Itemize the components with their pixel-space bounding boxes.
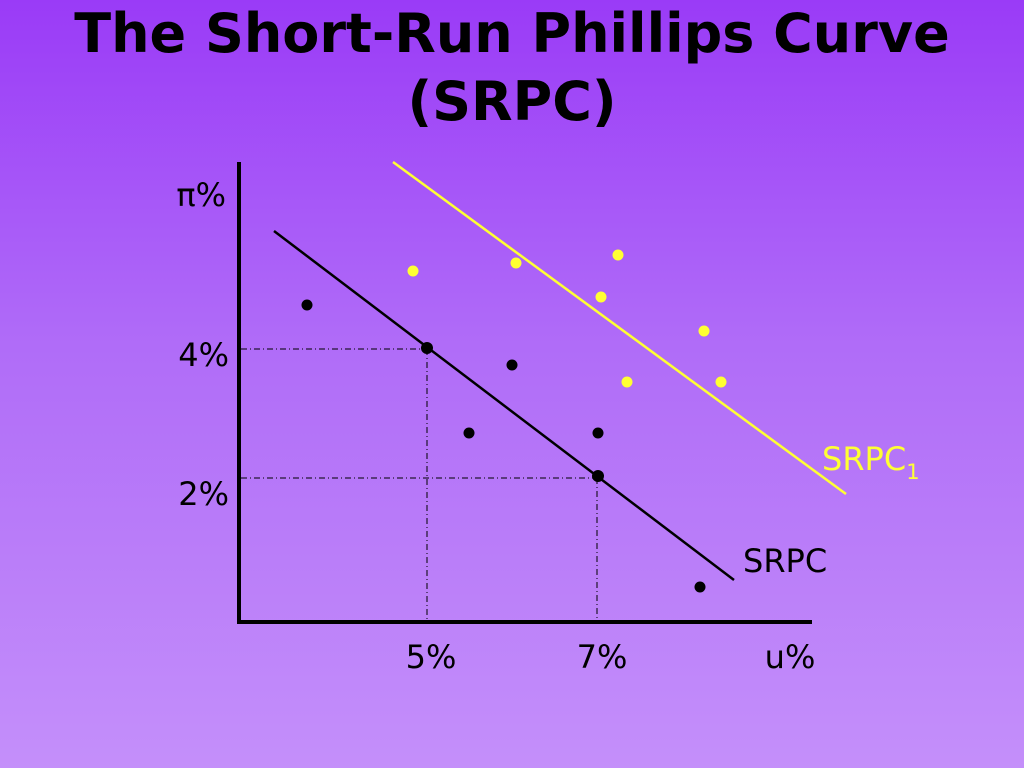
- srpc-points: [301, 299, 706, 593]
- srpc-point: [463, 427, 475, 439]
- y-axis-label: π%: [176, 176, 226, 214]
- srpc1-curve: [392, 160, 847, 496]
- srpc1-label-subscript: 1: [906, 460, 919, 484]
- srpc1-label: SRPC1: [822, 440, 920, 484]
- y-tick-4pct: 4%: [178, 336, 229, 374]
- srpc1-point: [595, 291, 607, 303]
- srpc1-point: [407, 265, 419, 277]
- srpc1-point: [510, 257, 522, 269]
- title-line-2: (SRPC): [407, 70, 617, 133]
- srpc-point: [421, 342, 433, 354]
- srpc-point: [506, 359, 518, 371]
- x-axis-label: u%: [765, 638, 816, 676]
- guide-lines: [241, 348, 598, 622]
- srpc-point: [592, 427, 604, 439]
- title-line-1: The Short-Run Phillips Curve: [74, 2, 950, 65]
- y-tick-2pct: 2%: [178, 475, 229, 513]
- srpc-curve: [273, 230, 735, 581]
- srpc1-point: [715, 376, 727, 388]
- x-tick-7pct: 7%: [577, 638, 628, 676]
- srpc1-point: [621, 376, 633, 388]
- srpc-point: [592, 470, 604, 482]
- srpc-label: SRPC: [743, 542, 827, 580]
- srpc1-point: [612, 249, 624, 261]
- x-tick-5pct: 5%: [406, 638, 457, 676]
- srpc-point: [301, 299, 313, 311]
- slide-title: The Short-Run Phillips Curve (SRPC): [0, 0, 1024, 136]
- srpc1-label-main: SRPC: [822, 440, 906, 478]
- srpc-point: [694, 581, 706, 593]
- srpc1-points: [407, 249, 727, 388]
- srpc1-point: [698, 325, 710, 337]
